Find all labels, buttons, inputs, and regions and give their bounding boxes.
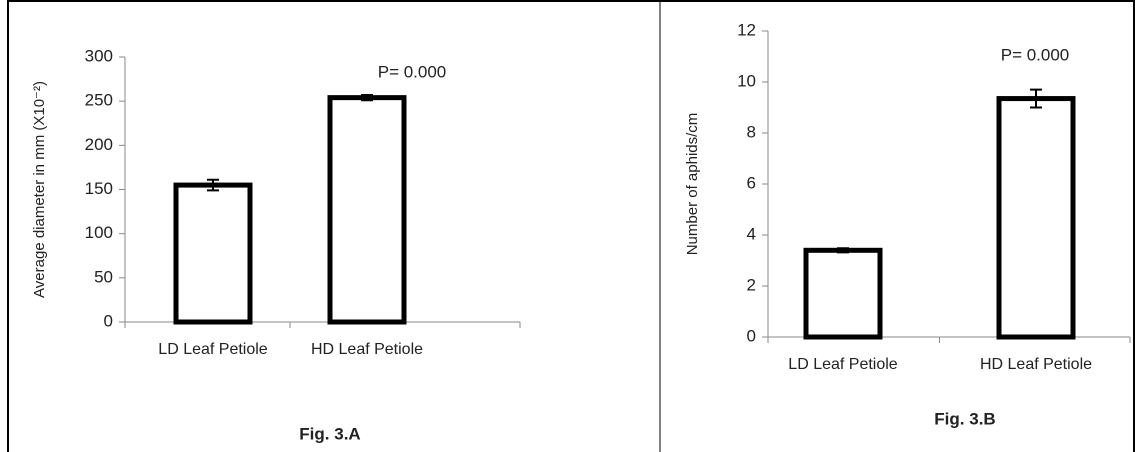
y-tick-label: 50	[94, 267, 113, 286]
y-tick-label: 200	[85, 135, 113, 154]
bar	[173, 182, 253, 325]
x-tick-label: LD Leaf Petiole	[158, 341, 268, 358]
caption: Fig. 3.B	[934, 409, 995, 428]
y-tick-label: 250	[85, 91, 113, 110]
y-tick-label: 4	[747, 224, 756, 243]
frame	[7, 0, 1135, 452]
y-tick-label: 100	[85, 223, 113, 242]
error-bar	[1030, 88, 1042, 109]
bar	[327, 95, 407, 325]
y-tick-label: 0	[104, 311, 113, 330]
y-axis-label: Number of aphids/cm	[684, 113, 701, 256]
y-tick-label: 6	[747, 173, 756, 192]
x-tick-label: HD Leaf Petiole	[311, 341, 423, 358]
bar	[996, 96, 1076, 340]
y-tick-label: 12	[737, 20, 756, 39]
x-tick-label: HD Leaf Petiole	[980, 356, 1092, 373]
annotation: P= 0.000	[378, 62, 447, 81]
caption: Fig. 3.A	[299, 424, 360, 443]
error-bar	[837, 247, 849, 254]
y-tick-label: 10	[737, 71, 756, 90]
y-tick-label: 2	[747, 275, 756, 294]
y-tick-label: 150	[85, 179, 113, 198]
error-bar	[361, 93, 373, 102]
y-tick-label: 300	[85, 46, 113, 65]
annotation: P= 0.000	[1001, 45, 1070, 64]
y-tick-label: 0	[747, 326, 756, 345]
error-bar	[207, 178, 219, 192]
y-tick-label: 8	[747, 122, 756, 141]
y-axis-label: Average diameter in mm (X10⁻²)	[31, 81, 48, 298]
x-tick-label: LD Leaf Petiole	[788, 356, 898, 373]
bar	[803, 247, 883, 340]
